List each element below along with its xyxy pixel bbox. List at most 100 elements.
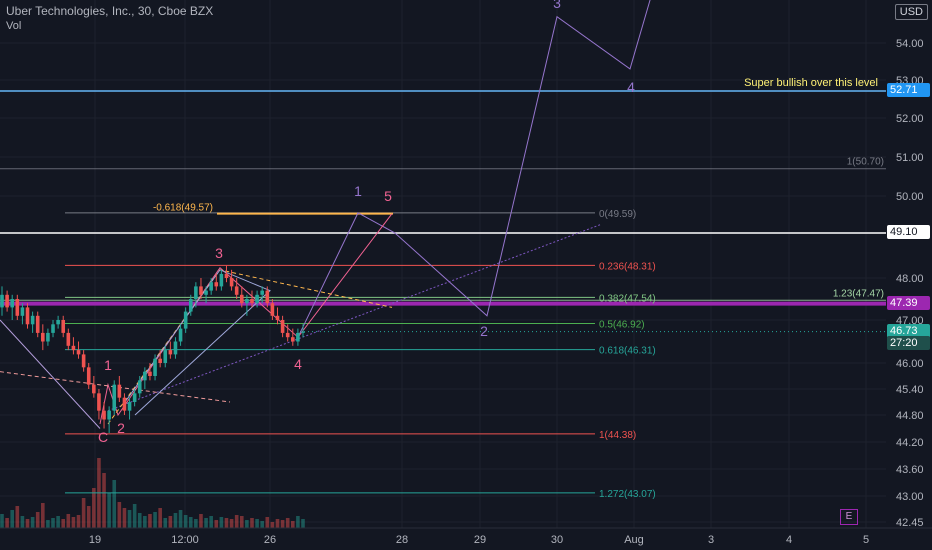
price-badge: 47.39: [887, 295, 930, 310]
price-tick-label: 54.00: [896, 38, 924, 50]
candle-body: [214, 282, 219, 287]
candle-body: [260, 290, 264, 295]
volume-bar: [209, 516, 213, 528]
decline-line: [0, 319, 101, 429]
candle-body: [0, 294, 4, 308]
volume-bar: [183, 515, 188, 528]
volume-bar: [163, 518, 168, 528]
candle-body: [20, 307, 25, 316]
candle-body: [56, 320, 60, 325]
fib-label: 1.272(43.07): [599, 489, 656, 500]
candle-body: [194, 286, 198, 299]
purple-wave-4: 4: [627, 79, 635, 95]
candle-body: [296, 332, 300, 342]
volume-bars: [0, 458, 305, 528]
candle-body: [183, 311, 188, 329]
candle-body: [107, 410, 111, 420]
level-label: 1.23(47.47): [833, 288, 884, 299]
price-axis[interactable]: 42.4543.0043.6044.2044.8045.4046.0047.00…: [896, 38, 924, 529]
volume-bar: [204, 518, 208, 528]
fib-label: 0.5(46.92): [599, 319, 645, 330]
volume-bar: [245, 520, 249, 528]
price-badge: 49.10: [887, 225, 930, 239]
candle-body: [112, 384, 117, 411]
candle-body: [285, 332, 290, 338]
volume-bar: [234, 515, 239, 528]
price-badge: 27:20: [887, 335, 930, 350]
volume-bar: [173, 513, 178, 528]
candle-body: [81, 354, 86, 368]
fib-label: 1(44.38): [599, 430, 636, 441]
candle-body: [245, 299, 249, 304]
candle-body: [270, 303, 275, 316]
currency-button[interactable]: USD: [894, 4, 928, 20]
fib-label: -0.618(49.57): [153, 203, 213, 214]
price-tick-label: 43.60: [896, 464, 924, 476]
candle-body: [97, 393, 101, 411]
candle-body: [46, 332, 50, 342]
time-tick-label: 19: [89, 534, 101, 546]
price-badge: 46.73: [887, 323, 930, 338]
candle-body: [239, 294, 244, 304]
wave-labels: 1 2 3 4 5 1 2 3 4 C: [98, 0, 635, 445]
candle-body: [10, 299, 15, 308]
candle-body: [173, 341, 178, 355]
time-tick-label: 12:00: [171, 534, 199, 546]
volume-bar: [188, 517, 193, 528]
level-note: Super bullish over this level: [744, 77, 878, 89]
candle-body: [199, 286, 203, 295]
candle-body: [66, 332, 71, 346]
pink-wave-1: 1: [104, 357, 112, 373]
volume-bar: [25, 519, 30, 528]
candle-body: [204, 290, 208, 295]
candle-body: [86, 367, 91, 385]
candle-body: [234, 286, 239, 295]
volume-bar: [20, 516, 25, 528]
volume-bar: [30, 517, 35, 528]
candle-body: [301, 331, 305, 333]
candle-body: [224, 273, 229, 278]
volume-bar: [255, 519, 259, 528]
time-tick-label: 29: [474, 534, 486, 546]
price-badge: 52.71: [887, 83, 930, 98]
candlesticks: [0, 265, 305, 433]
pink-wave-4: 4: [294, 356, 302, 372]
volume-bar: [265, 517, 270, 528]
purple-wave-path: [297, 0, 651, 338]
candle-body: [168, 350, 173, 355]
candle-body: [153, 358, 157, 376]
volume-bar: [127, 510, 132, 528]
volume-bar: [199, 514, 203, 528]
candle-body: [117, 384, 122, 398]
volume-bar: [224, 518, 229, 528]
time-axis[interactable]: 19 12:00 26 28 29 30 Aug 3 4 5: [0, 527, 932, 546]
pink-wave-path: [99, 213, 393, 425]
candle-body: [127, 402, 132, 411]
volume-bar: [285, 518, 290, 528]
price-tick-label: 51.00: [896, 152, 924, 164]
earnings-marker[interactable]: E: [840, 509, 858, 525]
candle-body: [163, 350, 168, 363]
volume-bar: [194, 519, 198, 528]
volume-bar: [66, 514, 71, 528]
volume-bar: [56, 516, 60, 528]
candle-body: [290, 337, 295, 342]
candle-body: [92, 384, 96, 394]
price-tick-label: 44.80: [896, 410, 924, 422]
volume-bar: [76, 515, 81, 528]
fibonacci-levels: 0(49.59) -0.618(49.57) 0.236(48.31) 0.382(4…: [65, 203, 656, 500]
price-tick-label: 44.20: [896, 437, 924, 449]
price-tick-label: 43.00: [896, 491, 924, 503]
volume-bar: [35, 512, 40, 528]
time-tick-label: 3: [708, 534, 714, 546]
volume-bar: [61, 519, 66, 528]
price-tick-label: 45.40: [896, 384, 924, 396]
chart-grid: [0, 0, 886, 528]
volume-bar: [275, 519, 280, 528]
volume-bar: [102, 473, 106, 528]
candle-body: [5, 294, 9, 308]
time-tick-label: 5: [863, 534, 869, 546]
candle-body: [280, 320, 285, 333]
